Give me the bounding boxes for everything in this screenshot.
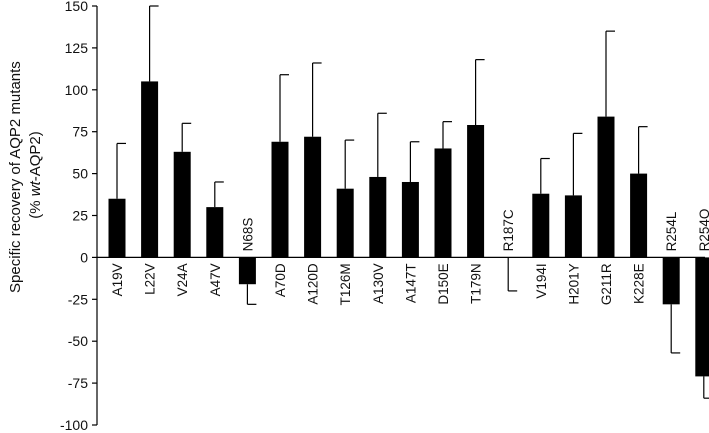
bar	[695, 257, 709, 377]
category-label: R254Q	[697, 209, 709, 252]
bar	[141, 81, 159, 258]
bar	[564, 195, 582, 258]
bar	[401, 181, 419, 258]
y-axis-title-line2: (% wt-AQP2)	[27, 131, 44, 219]
y-tick-label: 25	[72, 208, 88, 224]
category-label: R254L	[664, 211, 679, 251]
category-label: A120D	[306, 263, 321, 305]
y-tick-label: -100	[60, 417, 88, 433]
bar	[206, 207, 224, 258]
category-label: H201Y	[566, 263, 581, 304]
bar	[238, 257, 256, 285]
bar	[173, 151, 191, 258]
bar	[304, 136, 322, 258]
y-tick-label: -25	[68, 291, 88, 307]
bar	[662, 257, 680, 305]
category-label: V194I	[534, 263, 549, 298]
bar	[532, 193, 550, 258]
category-label: V24A	[175, 263, 190, 296]
category-label: N68S	[240, 218, 255, 252]
bars	[108, 81, 709, 377]
bar	[369, 176, 387, 258]
y-axis-title-line1: Specific recovery of AQP2 mutants	[7, 61, 24, 293]
category-label: G211R	[599, 263, 614, 305]
y-tick-label: 75	[72, 124, 88, 140]
category-label: D150E	[436, 263, 451, 304]
category-label: T126M	[338, 263, 353, 305]
y-axis-title-line2-post: -AQP2)	[27, 131, 44, 181]
y-tick-label: 100	[65, 82, 89, 98]
y-tick-label: 125	[65, 40, 89, 56]
y-tick-label: 150	[65, 0, 89, 14]
labels: 150 125 100 75 50 25 0 -25 -50 -75 -100 A19V L22V V24…	[60, 0, 709, 433]
category-label: T179N	[469, 263, 484, 304]
y-tick-label: -75	[68, 375, 88, 391]
bar	[108, 198, 126, 258]
category-label: A130V	[371, 263, 386, 304]
bar	[434, 148, 452, 258]
category-label: R187C	[501, 209, 516, 251]
category-label: K228E	[632, 263, 647, 304]
bar	[630, 173, 648, 258]
y-tick-label: 0	[80, 249, 88, 265]
y-axis-title: Specific recovery of AQP2 mutants (% wt-…	[7, 57, 44, 293]
category-label: L22V	[143, 263, 158, 295]
y-axis-title-line2-pre: (%	[27, 196, 44, 219]
category-label: A19V	[110, 263, 125, 296]
category-label: A70D	[273, 263, 288, 297]
y-tick-label: 50	[72, 166, 88, 182]
category-label: A47V	[208, 263, 223, 296]
category-label: A147T	[403, 263, 418, 303]
bar	[336, 188, 354, 258]
y-axis-title-line2-italic: wt	[27, 180, 44, 196]
y-tick-label: -50	[68, 333, 88, 349]
bar	[597, 116, 615, 258]
bar	[271, 141, 289, 258]
bar	[467, 124, 485, 258]
error-bars	[116, 5, 709, 399]
